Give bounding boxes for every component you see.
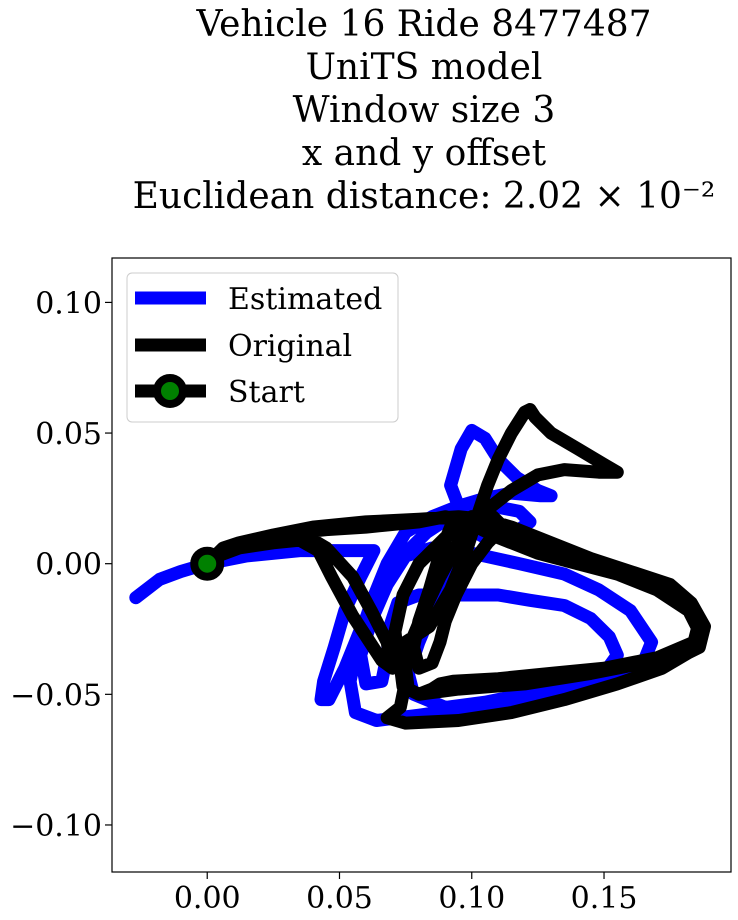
- x-tick-label: 0.00: [174, 881, 241, 916]
- chart-title: Vehicle 16 Ride 8477487 UniTS model Wind…: [133, 4, 716, 217]
- series-line-estimated: [129, 423, 659, 727]
- x-tick-label: 0.05: [306, 881, 373, 916]
- legend-label-original: Original: [228, 329, 352, 364]
- y-tick-label: −0.05: [10, 678, 102, 713]
- legend-label-start: Start: [228, 375, 305, 410]
- title-line-vehicle: Vehicle 16 Ride 8477487: [195, 4, 651, 45]
- legend: Estimated Original Start: [126, 272, 399, 423]
- y-tick-label: 0.00: [35, 548, 102, 583]
- legend-start-marker: [153, 374, 187, 408]
- y-tick-label: 0.05: [35, 417, 102, 452]
- series-line-original: [200, 403, 711, 730]
- plot-frame: [111, 257, 732, 873]
- y-tick-label: −0.10: [10, 809, 102, 844]
- x-tick-label: 0.15: [571, 881, 638, 916]
- title-line-model: UniTS model: [306, 47, 543, 88]
- plot-series: [129, 403, 711, 730]
- title-line-distance: Euclidean distance: 2.02 × 10⁻²: [133, 176, 716, 217]
- legend-label-estimated: Estimated: [228, 282, 382, 317]
- title-line-offset: x and y offset: [302, 133, 547, 174]
- start-marker: [190, 546, 225, 581]
- title-line-window: Window size 3: [293, 90, 556, 131]
- y-tick-label: 0.10: [35, 286, 102, 321]
- axis-ticks: 0.00 0.05 0.10 0.15 0.10 0.05 0.00 −0.05 −0.10: [10, 286, 637, 916]
- x-tick-label: 0.10: [438, 881, 505, 916]
